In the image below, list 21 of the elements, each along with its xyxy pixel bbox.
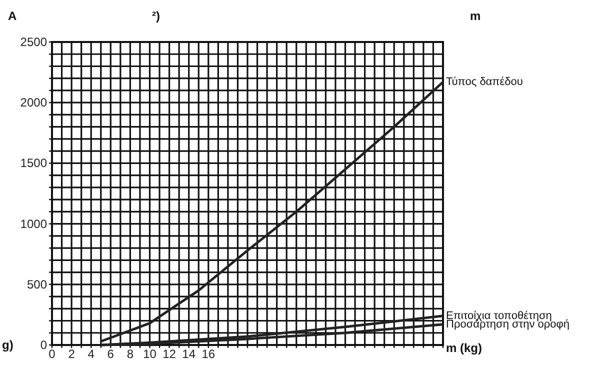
text: m	[470, 9, 481, 23]
text: g)	[2, 338, 14, 352]
y-tick-label: 1000	[20, 216, 48, 231]
y-tick-label: 500	[26, 277, 48, 292]
series-label: Τύπος δαπέδου	[446, 76, 523, 88]
x-tick-label: 4	[88, 347, 95, 361]
y-tick-label: 2000	[20, 96, 48, 110]
x-tick-label: 2	[68, 347, 76, 361]
x-tick-label: 10	[143, 347, 157, 361]
text: ²)	[152, 9, 160, 23]
y-tick-label: 2500	[20, 35, 48, 49]
x-tick-label: 8	[126, 347, 134, 361]
x-tick-label: 16	[202, 347, 216, 361]
x-axis-title: m (kg)	[446, 341, 482, 355]
y-tick-label: 1500	[20, 156, 48, 170]
x-tick-label: 14	[182, 347, 196, 361]
y-tick-label: 0	[40, 338, 48, 352]
x-tick-label: 12	[162, 347, 176, 361]
x-tick-label: 6	[107, 347, 114, 361]
text: A	[8, 9, 17, 23]
x-tick-label: 0	[48, 347, 56, 361]
